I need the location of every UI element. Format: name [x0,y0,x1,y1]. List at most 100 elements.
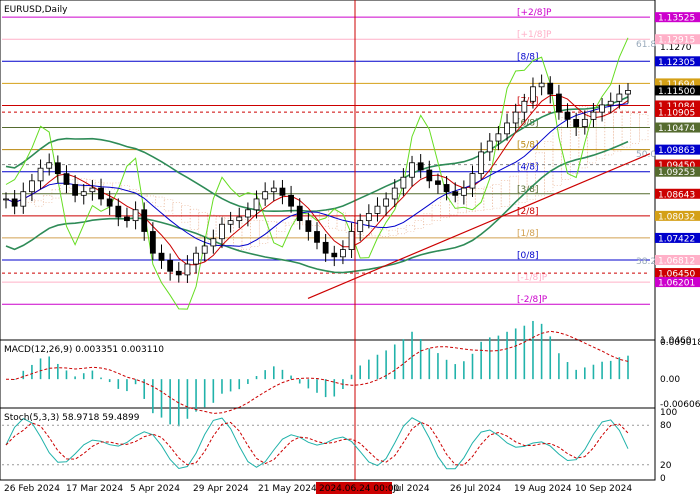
cloud-seg-36 [336,211,346,231]
rising-trendline [307,153,651,299]
candle-body-52 [452,191,459,196]
cloud-seg-57 [518,170,528,203]
macd-tick-0: 0.009018 [660,338,700,348]
candle-body-51 [443,184,450,193]
candle-body-17 [149,231,156,254]
candle-body-55 [478,151,485,175]
candle-body-30 [262,191,269,200]
cloud-seg-27 [258,220,269,244]
candle-body-6 [54,162,61,175]
y-tick-1: 1.0460 [660,336,692,346]
candle-body-38 [331,252,338,258]
price-tag-14: 1.06812 [658,256,695,266]
murrey-label-1: [+1/8]P [517,30,552,40]
candle-body-53 [460,187,467,196]
ma-slow [5,103,629,247]
murrey-label-2: [8/8] [517,52,539,62]
stoch-tick-3: 0 [660,474,666,484]
candle-body-29 [253,198,260,211]
cloud-seg-1 [34,200,44,207]
cloud-seg-7 [86,179,96,188]
candle-body-25 [219,223,225,240]
cloud-seg-49 [449,193,459,216]
murrey-label-12: [-2/8]P [517,295,548,305]
price-tag-bg-1 [655,34,700,45]
cloud-seg-9 [103,182,113,190]
macd-tick-1: 0.00 [660,375,680,385]
candle-body-43 [374,205,381,214]
candle-body-15 [132,209,139,222]
stoch-main-line [5,417,629,470]
x-tick-6: Jul 2024 [392,484,430,494]
candle-body-20 [175,270,182,276]
candle-body-23 [201,245,208,254]
candle-body-45 [391,187,398,200]
x-tick-0: 26 Feb 2024 [4,484,60,494]
price-tag-bg-16 [655,277,700,288]
cloud-seg-54 [492,184,502,209]
candle-body-3 [29,180,35,193]
candle-body-70 [607,100,614,106]
cloud-seg-19 [189,208,200,230]
murrey-label-0: [+2/8]P [517,8,552,18]
candle-body-59 [512,111,519,124]
price-tag-bg-0 [655,12,700,23]
candle-body-47 [409,162,415,178]
macd-signal-line [5,330,629,414]
cloud-seg-42 [388,229,398,236]
candle-body-1 [11,198,18,207]
cloud-seg-61 [552,128,562,187]
candle-body-11 [98,187,104,200]
price-axis: 1.1270 1.0460 [660,43,692,346]
price-tag-bg-10 [655,166,700,177]
cloud-seg-28 [267,221,277,239]
crosshair-date-label: 2024.06.24 00:00 [319,484,400,494]
cloud-seg-12 [129,189,139,193]
candle-body-40 [348,231,355,250]
macd-panel-frame [0,339,656,409]
candle-body-46 [400,176,407,189]
candle-body-42 [365,213,372,222]
murrey-levels: [+2/8]P [+1/8]P [8/8] [7/8] [6/8] [5/8] [4/8] [… [2,8,656,305]
candle-body-36 [314,231,320,243]
x-tick-2: 5 Apr 2024 [130,484,180,494]
cloud-seg-26 [250,219,260,247]
cloud-seg-68 [613,109,623,152]
candle-body-18 [158,252,165,261]
candle-body-34 [296,205,303,222]
candle-body-7 [63,173,70,185]
price-tag-16: 1.06201 [658,279,695,289]
price-tag-bg-6 [655,106,700,117]
time-axis: 26 Feb 2024 17 Mar 2024 5 Apr 2024 29 Apr 2… [4,482,632,494]
candle-body-28 [244,209,251,218]
price-tag-bg-14 [655,254,700,265]
price-tag-9: 1.09450 [658,161,695,171]
y-tick-0: 1.1270 [660,43,692,53]
candle-body-44 [383,198,390,207]
price-tag-11: 1.08643 [658,190,695,200]
price-tag-bg-8 [655,144,700,155]
price-tag-12: 1.08032 [658,212,695,222]
candle-body-10 [89,187,96,193]
price-tags: 1.135251.129151.123051.116941.115001.110… [655,12,700,289]
candle-body-33 [288,194,294,207]
candle-body-26 [227,220,234,225]
cloud-seg-13 [138,193,148,197]
murrey-label-3: [7/8] [517,96,539,106]
candle-body-13 [115,205,122,218]
x-tick-7: 26 Jul 2024 [450,484,501,494]
price-tag-bg-7 [655,122,700,133]
cloud-seg-64 [578,106,588,169]
candle-body-4 [37,167,44,182]
cloud-seg-25 [241,219,251,250]
candle-body-9 [80,191,87,196]
murrey-label-10: [0/8] [517,251,539,261]
price-tag-8: 1.09863 [658,146,695,156]
murrey-label-5: [5/8] [517,141,539,151]
macd-plot: 0.009018 0.00 -0.006067 [5,320,700,427]
price-tag-4: 1.11500 [658,87,695,97]
candle-body-27 [236,216,243,222]
price-tag-bg-3 [655,78,700,89]
candle-body-50 [435,180,441,185]
trendlines [307,0,651,480]
